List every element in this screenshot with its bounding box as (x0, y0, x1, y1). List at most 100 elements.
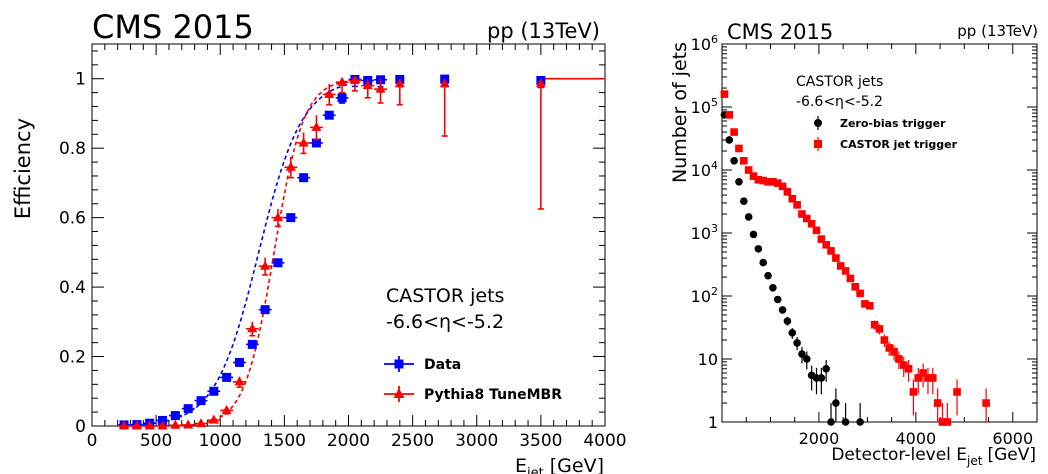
tick-base: 10 (691, 35, 711, 54)
annotation-line-1: CASTOR jets (796, 74, 883, 90)
data-point (158, 415, 168, 425)
fit-curves (122, 77, 605, 427)
data-point (817, 374, 826, 382)
y-tick-label: 10 (698, 350, 718, 369)
data-point (260, 305, 270, 315)
data-point (861, 300, 869, 308)
x-tick-label: 3000 (455, 431, 498, 451)
data-point (803, 355, 811, 363)
data-point (144, 420, 155, 430)
data-point (904, 364, 913, 373)
x-tick-label: 1000 (199, 431, 242, 451)
data-point (919, 369, 927, 377)
y-tick-label: 1 (708, 413, 718, 432)
data-point (208, 414, 219, 424)
data-point (222, 372, 232, 382)
data-point (337, 93, 347, 103)
data-point (740, 197, 748, 205)
data-point (439, 78, 450, 88)
data-point (895, 355, 903, 363)
data-point (131, 420, 142, 430)
data-point (773, 179, 782, 187)
data-point (272, 212, 283, 222)
legend-zerobias-label: Zero-bias trigger (840, 117, 946, 130)
data-point (798, 350, 806, 358)
data-point (183, 419, 194, 429)
data-point (832, 399, 840, 407)
y-tick-label: 0.6 (59, 209, 86, 229)
data-point (803, 214, 811, 223)
zerobias-points (720, 111, 864, 426)
data-point (725, 111, 734, 119)
x-axis-title: Ejet [GeV] (515, 455, 604, 474)
legend-pythia-label: Pythia8 TuneMBR (424, 387, 562, 403)
data-point (744, 166, 753, 174)
data-point (817, 235, 826, 243)
data-point (914, 374, 923, 382)
y-tick-label: 1 (75, 70, 86, 90)
data-point (807, 219, 816, 228)
tick-exponent: 2 (711, 285, 718, 298)
x-tick-label: 1500 (263, 431, 306, 451)
data-point (725, 136, 734, 144)
x-axis-title-unit: [GeV] (550, 455, 604, 474)
tick-base: 10 (691, 98, 711, 117)
data-series-points (117, 74, 546, 430)
data-point (749, 172, 758, 180)
data-point (119, 420, 130, 430)
y-tick-label: 104 (691, 159, 718, 180)
data-point (744, 213, 753, 221)
x-tick-label: 6000 (992, 429, 1033, 448)
x-axis-title-main: Detector-level E (831, 445, 967, 465)
data-point (209, 386, 219, 396)
y-tick-label: 102 (691, 285, 718, 306)
data-point (788, 329, 797, 337)
annotation-line-2: -6.6<η<-5.2 (796, 94, 883, 110)
legend: Zero-bias trigger CASTOR jet trigger (814, 116, 958, 151)
x-tick-label: 2000 (327, 431, 370, 451)
data-point (196, 396, 206, 406)
data-point (764, 271, 772, 280)
x-axis-title-main: E (515, 455, 527, 474)
data-point (856, 418, 864, 426)
data-point (362, 80, 373, 90)
data-point (938, 418, 947, 426)
data-point (311, 138, 321, 148)
legend-pythia-marker (393, 388, 405, 398)
data-point (764, 177, 772, 186)
data-point (754, 245, 763, 253)
data-series (720, 90, 990, 426)
y-tick-label: 0.4 (59, 278, 86, 298)
data-point (827, 247, 835, 255)
data-point (982, 399, 990, 407)
data-point (730, 156, 738, 165)
castor-points (720, 90, 990, 426)
data-point (720, 90, 729, 98)
efficiency-panel: CMS 2015 pp (13TeV) Efficiency 0 500 1000 1… (11, 8, 627, 474)
data-point (286, 213, 296, 223)
data-point (827, 418, 835, 426)
data-point (773, 295, 782, 304)
data-point (754, 175, 763, 184)
experiment-label: CMS 2015 (92, 8, 254, 46)
legend-data-label: Data (424, 357, 461, 373)
y-axis-title: Number of jets (669, 42, 691, 183)
data-point (798, 210, 806, 218)
pythia-series-points (117, 74, 546, 430)
data-point (943, 418, 952, 426)
data-point (856, 289, 864, 298)
x-tick-label: 2000 (799, 429, 840, 448)
data-point (324, 110, 334, 120)
data-point (875, 325, 884, 333)
data-point (846, 274, 855, 283)
data-point (841, 418, 850, 426)
data-point (909, 388, 918, 396)
x-axis-title-unit: [GeV] (987, 445, 1036, 465)
y-tick-label: 0.2 (59, 348, 86, 368)
axis-ticks (91, 44, 606, 427)
tick-base: 10 (691, 224, 711, 243)
y-tick-label: 0.8 (59, 139, 86, 159)
data-point (247, 339, 257, 349)
tick-exponent: 4 (711, 159, 718, 172)
data-series (117, 74, 546, 430)
